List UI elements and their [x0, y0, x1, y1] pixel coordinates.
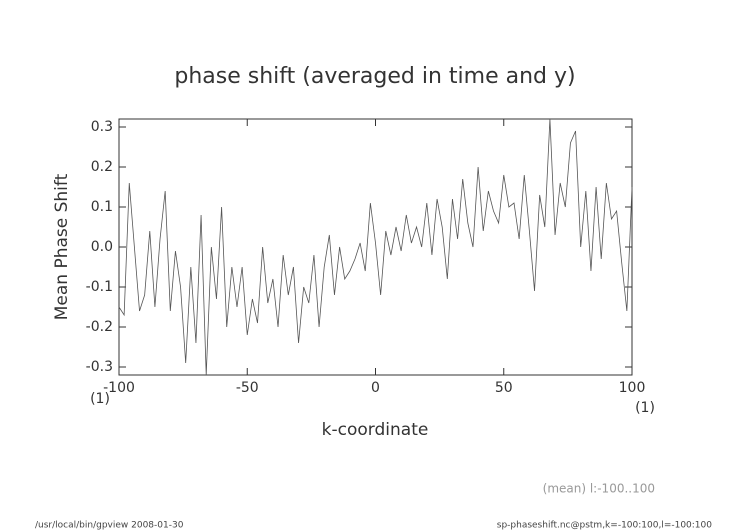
y-axis-label: Mean Phase Shift	[52, 173, 72, 320]
x-tick-label: 100	[619, 380, 646, 396]
y-tick-label: -0.3	[86, 359, 113, 375]
y-tick-label: 0.3	[91, 119, 113, 135]
data-line	[118, 118, 633, 376]
x-unit: (1)	[90, 391, 110, 407]
y-tick-label: -0.2	[86, 319, 113, 335]
x-tick-label: 50	[495, 380, 513, 396]
y-tick-label: 0.0	[91, 239, 113, 255]
annotation: (mean) l:-100..100	[543, 482, 655, 496]
footer: /usr/local/bin/gpview 2008-01-30	[35, 521, 184, 531]
x-tick-label: 0	[371, 380, 380, 396]
y-tick-label: -0.1	[86, 279, 113, 295]
chart-title: phase shift (averaged in time and y)	[174, 64, 575, 89]
x-tick-label: -50	[236, 380, 259, 396]
x-axis-label: k-coordinate	[322, 420, 429, 440]
y-tick-label: 0.2	[91, 159, 113, 175]
y-tick-label: 0.1	[91, 199, 113, 215]
x-tick-label: -100	[103, 380, 135, 396]
footer: sp-phaseshift.nc@pstm,k=-100:100,l=-100:…	[497, 521, 713, 531]
x-unit: (1)	[635, 400, 655, 416]
